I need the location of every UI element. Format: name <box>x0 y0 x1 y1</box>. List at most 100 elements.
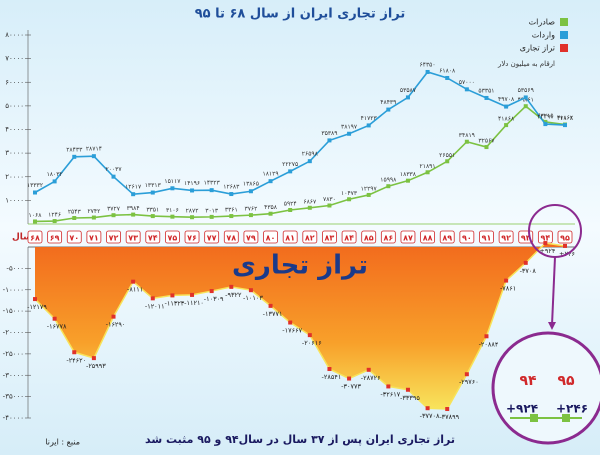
data-label: -۳۷۸۹۹ <box>439 413 459 421</box>
x-tick-label: ۷۵ <box>168 234 178 243</box>
data-label: -۱۲۰۱۱ <box>145 302 165 310</box>
series-line <box>34 105 566 223</box>
year-box <box>27 230 43 244</box>
series-marker <box>190 188 195 193</box>
balance-marker <box>563 243 567 248</box>
year-box <box>400 230 416 244</box>
x-tick-label: ۹۳ <box>521 234 531 243</box>
data-label: ۳۷۶۲ <box>244 206 257 213</box>
x-tick-label: ۸۰ <box>266 234 276 243</box>
data-label: ۵۹۲۴ <box>284 201 297 208</box>
series-marker <box>484 95 489 100</box>
series-marker <box>190 215 195 220</box>
x-tick-label: ۹۵ <box>560 234 570 243</box>
x-tick-label: ۸۱ <box>285 234 295 243</box>
x-tick-label: ۸۴ <box>344 234 354 243</box>
series-marker <box>307 159 312 164</box>
balance-marker <box>190 292 195 297</box>
year-box <box>557 230 573 244</box>
data-label: ۱۵۱۱۷ <box>164 178 181 185</box>
balance-marker <box>91 356 96 361</box>
series-marker <box>91 154 96 159</box>
x-tick-label: ۹۴ <box>540 234 550 243</box>
data-label: ۳۲۵۶۷ <box>478 138 495 145</box>
series-marker <box>268 211 273 216</box>
data-label: ۱۵۹۹۸ <box>380 177 397 184</box>
series-marker <box>405 178 410 183</box>
data-label: -۱۲۱۷۹ <box>27 303 47 311</box>
series-marker <box>386 184 391 189</box>
year-box <box>184 230 200 244</box>
x-tick-label: ۷۲ <box>109 234 119 243</box>
series-marker <box>72 154 77 159</box>
y2-tick-label: -۳۵۰۰۰ <box>3 393 24 401</box>
data-label: ۱۸۱۲۹ <box>262 171 278 178</box>
data-label: -۱۱۳۲۳ <box>165 299 185 307</box>
x-tick-label: ۷۸ <box>226 234 236 243</box>
balance-marker <box>170 293 175 298</box>
x-tick-label: ۷۹ <box>246 234 256 243</box>
y2-tick-label: -۵۰۰۰ <box>6 264 24 272</box>
data-label: ۱۳۳۱۳ <box>145 182 162 189</box>
data-label: ۱۳۳۳۲ <box>27 182 43 189</box>
data-label: -۲۹۷۶۰ <box>459 378 479 386</box>
series-marker <box>425 170 430 175</box>
data-label: ۲۰۰۳۷ <box>105 166 122 173</box>
series-marker <box>229 214 234 219</box>
year-box <box>66 230 82 244</box>
series-marker <box>111 213 116 218</box>
series-line <box>34 71 566 196</box>
data-label: ۱۳۸۶۵ <box>243 181 259 188</box>
callout-year: ۹۴ <box>519 373 537 389</box>
balance-marker <box>543 241 548 246</box>
balance-marker <box>484 334 489 339</box>
data-label: -۱۶۲۹۰ <box>106 321 126 329</box>
balance-line <box>34 242 566 410</box>
x-tick-label: ۸۹ <box>442 234 452 243</box>
data-label: ۳۰۱۳ <box>205 207 219 214</box>
y2-tick-label: -۱۵۰۰۰ <box>3 307 24 315</box>
balance-marker <box>150 296 155 301</box>
balance-marker <box>111 314 116 319</box>
x-tick-label: ۸۳ <box>325 234 335 243</box>
data-label: ۶۱۸۰۸ <box>439 67 456 74</box>
legend-label: تراز تجاری <box>520 44 555 53</box>
data-label: ۴۱۸۶۲ <box>557 115 573 122</box>
series-marker <box>209 188 214 193</box>
data-label: ۱۲۶۸۳ <box>223 184 240 191</box>
series-marker <box>347 197 352 202</box>
series-marker <box>72 215 77 220</box>
y2-tick-label: -۲۵۰۰۰ <box>3 350 24 358</box>
series-marker <box>543 122 548 127</box>
callout-arrow <box>551 256 556 326</box>
balance-marker <box>131 279 136 284</box>
series-marker <box>288 208 293 213</box>
series-marker <box>445 75 450 80</box>
data-label: -۷۸۶۱ <box>500 285 516 293</box>
x-tick-label: ۸۶ <box>383 234 393 243</box>
x-tick-label: ۸۲ <box>305 234 315 243</box>
series-marker <box>347 131 352 136</box>
data-label: ۴۹۷۰۸ <box>498 96 515 103</box>
series-marker <box>268 179 273 184</box>
balance-marker <box>504 278 509 283</box>
data-label: ۴۸۴۳۹ <box>380 99 396 106</box>
balance-marker <box>229 284 234 289</box>
data-label: ۴۳۵۸ <box>264 204 278 211</box>
series-marker <box>464 87 469 92</box>
callout-circle <box>491 331 600 445</box>
year-box <box>420 230 435 244</box>
data-label: ۵۳۵۸۷ <box>400 87 417 94</box>
balance-marker <box>425 406 430 411</box>
series-marker <box>523 104 528 109</box>
data-label: -۲۵۹۹۳ <box>86 362 106 370</box>
data-label: ۳۹۸۴ <box>127 205 140 212</box>
x-tick-label: ۸۸ <box>423 234 433 243</box>
series-marker <box>288 169 293 174</box>
legend-swatch <box>560 18 568 26</box>
data-label: ۷۸۳۰ <box>323 196 336 203</box>
balance-marker <box>347 376 352 381</box>
data-label: -۹۳۲۲ <box>225 291 242 299</box>
x-tick-label: ۷۷ <box>207 234 217 243</box>
